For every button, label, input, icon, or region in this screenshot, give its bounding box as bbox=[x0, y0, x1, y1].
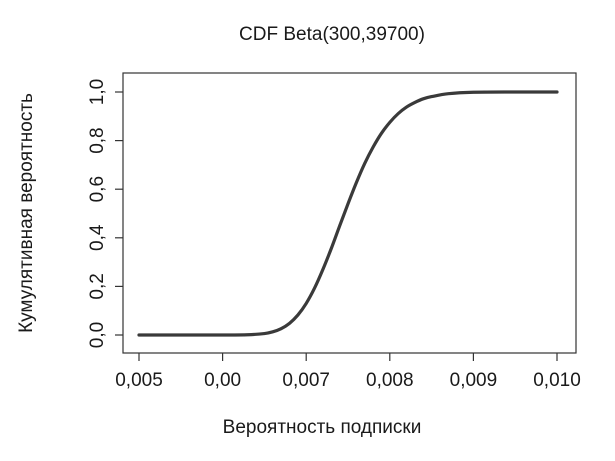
x-tick-label: 0,010 bbox=[533, 370, 581, 391]
y-tick-label: 0,4 bbox=[87, 224, 108, 251]
y-tick-label: 0,0 bbox=[87, 322, 108, 348]
x-tick-label: 0,008 bbox=[366, 370, 414, 391]
x-tick-label: 0,00 bbox=[204, 370, 241, 391]
x-tick-label: 0,009 bbox=[450, 370, 498, 391]
y-tick-label: 0,6 bbox=[87, 176, 108, 202]
x-axis: 0,005 0,00 0,007 0,008 0,009 0,010 bbox=[115, 353, 581, 391]
x-tick-label: 0,005 bbox=[115, 370, 163, 391]
series-points bbox=[139, 92, 557, 335]
plot-frame bbox=[122, 72, 577, 354]
y-axis: 0,0 0,2 0,4 0,6 0,8 1,0 bbox=[87, 79, 123, 348]
y-tick-label: 1,0 bbox=[87, 79, 108, 105]
x-axis-label: Вероятность подписки bbox=[223, 417, 422, 438]
y-tick-label: 0,2 bbox=[87, 273, 108, 299]
series-line-cdf bbox=[137, 90, 559, 337]
y-axis-label: Кумулятивная вероятность bbox=[16, 93, 37, 333]
x-tick-label: 0,007 bbox=[282, 370, 330, 391]
chart-title: CDF Beta(300,39700) bbox=[239, 24, 425, 45]
y-tick-label: 0,8 bbox=[87, 127, 108, 153]
